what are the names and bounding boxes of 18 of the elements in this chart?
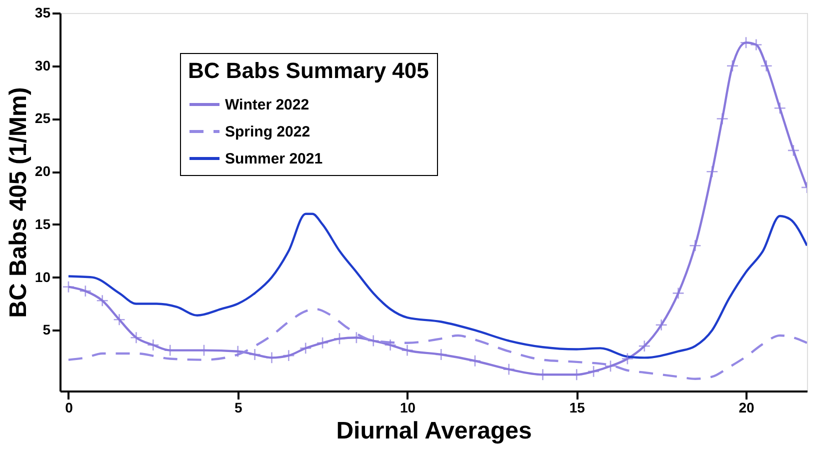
y-axis-title: BC Babs 405 (1/Mm) [4,87,32,318]
y-tick-label: 15 [34,216,51,232]
x-tick-label: 5 [234,400,242,416]
x-tick-label: 10 [400,400,416,416]
x-tick-label: 0 [65,400,74,416]
x-tick-label: 20 [738,400,755,416]
x-tick-label: 15 [569,400,586,416]
legend-label: Spring 2022 [225,124,310,140]
x-axis-title: Diurnal Averages [336,418,532,444]
y-tick-label: 30 [34,57,51,74]
legend-label: Summer 2021 [225,150,323,168]
y-tick-label: 25 [34,110,51,126]
legend-title: BC Babs Summary 405 [188,58,429,83]
legend-label: Winter 2022 [225,96,310,114]
y-tick-label: 10 [34,268,51,285]
y-tick-label: 5 [42,322,51,338]
y-tick-label: 35 [34,4,51,20]
y-tick-label: 20 [34,163,51,180]
